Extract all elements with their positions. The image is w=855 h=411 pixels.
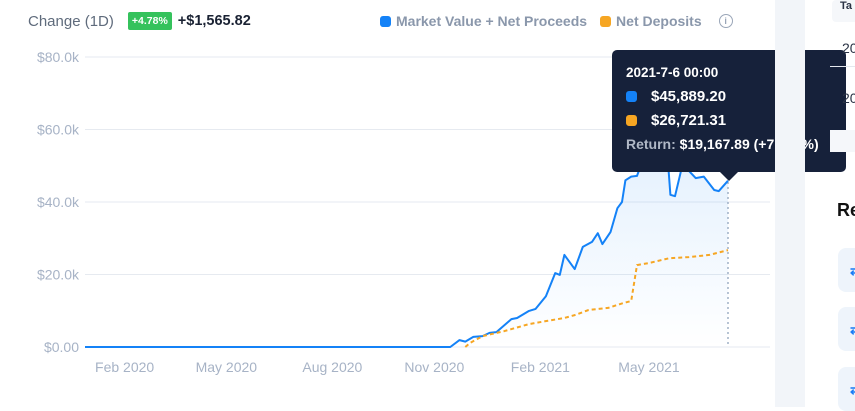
tooltip-swatch — [626, 115, 637, 126]
y-tick-label: $20.0k — [37, 267, 80, 283]
table-cell: 20 — [842, 90, 855, 106]
table-footer — [830, 130, 855, 152]
legend-swatch — [380, 15, 391, 27]
change-percent-badge: +4.78% — [127, 12, 172, 30]
info-circle-icon[interactable]: i — [718, 14, 733, 28]
change-label: Change (1D) — [28, 12, 114, 30]
tooltip-market-value: $45,889.20 — [626, 88, 832, 105]
transfer-icon: ⇄ — [850, 382, 855, 398]
y-tick-label: $80.0k — [37, 49, 80, 65]
tooltip-return-label: Return: — [626, 136, 676, 152]
list-card[interactable]: ⇄ — [838, 307, 855, 351]
legend-item-net-deposits[interactable]: Net Deposits — [600, 13, 702, 29]
x-tick-label: Aug 2020 — [302, 359, 362, 375]
change-amount: +$1,565.82 — [177, 13, 251, 29]
x-tick-label: Feb 2021 — [511, 359, 570, 375]
legend-swatch — [600, 15, 612, 27]
x-tick-label: Nov 2020 — [404, 359, 464, 375]
y-tick-label: $0.00 — [44, 339, 79, 355]
y-tick-label: $40.0k — [37, 194, 80, 210]
x-tick-label: Feb 2020 — [95, 359, 154, 375]
chart-tooltip: 2021-7-6 00:00 $45,889.20 $26,721.31 Ret… — [612, 50, 846, 181]
legend-label: Net Deposits — [616, 13, 702, 29]
x-tick-label: May 2021 — [618, 359, 680, 375]
legend-label: Market Value + Net Proceeds — [396, 13, 588, 29]
list-card[interactable]: ⇄ — [838, 367, 855, 411]
tooltip-value: $26,721.31 — [651, 112, 727, 129]
right-panel: Ta 20 20 Re ⇄ ⇄ ⇄ — [830, 0, 855, 411]
table-cell: 20 — [842, 40, 855, 56]
table-header: Ta — [832, 0, 855, 22]
legend-item-market-value[interactable]: Market Value + Net Proceeds — [380, 13, 587, 29]
section-heading: Re — [837, 200, 855, 220]
tooltip-date: 2021-7-6 00:00 — [626, 65, 719, 80]
chart-legend: Market Value + Net Proceeds Net Deposits… — [380, 13, 733, 29]
row-divider — [830, 66, 855, 67]
change-summary: Change (1D) +4.78% +$1,565.82 — [28, 12, 251, 30]
tooltip-swatch — [626, 91, 637, 102]
market-value-line — [85, 106, 729, 348]
transfer-icon: ⇄ — [850, 263, 855, 279]
tooltip-value: $45,889.20 — [651, 88, 727, 105]
list-card[interactable]: ⇄ — [838, 248, 855, 292]
tooltip-net-deposits: $26,721.31 — [626, 112, 832, 129]
transfer-icon: ⇄ — [850, 322, 855, 338]
x-tick-label: May 2020 — [196, 359, 258, 375]
net-deposits-line — [464, 249, 729, 348]
y-tick-label: $60.0k — [37, 122, 80, 138]
scroll-gutter — [775, 0, 805, 407]
